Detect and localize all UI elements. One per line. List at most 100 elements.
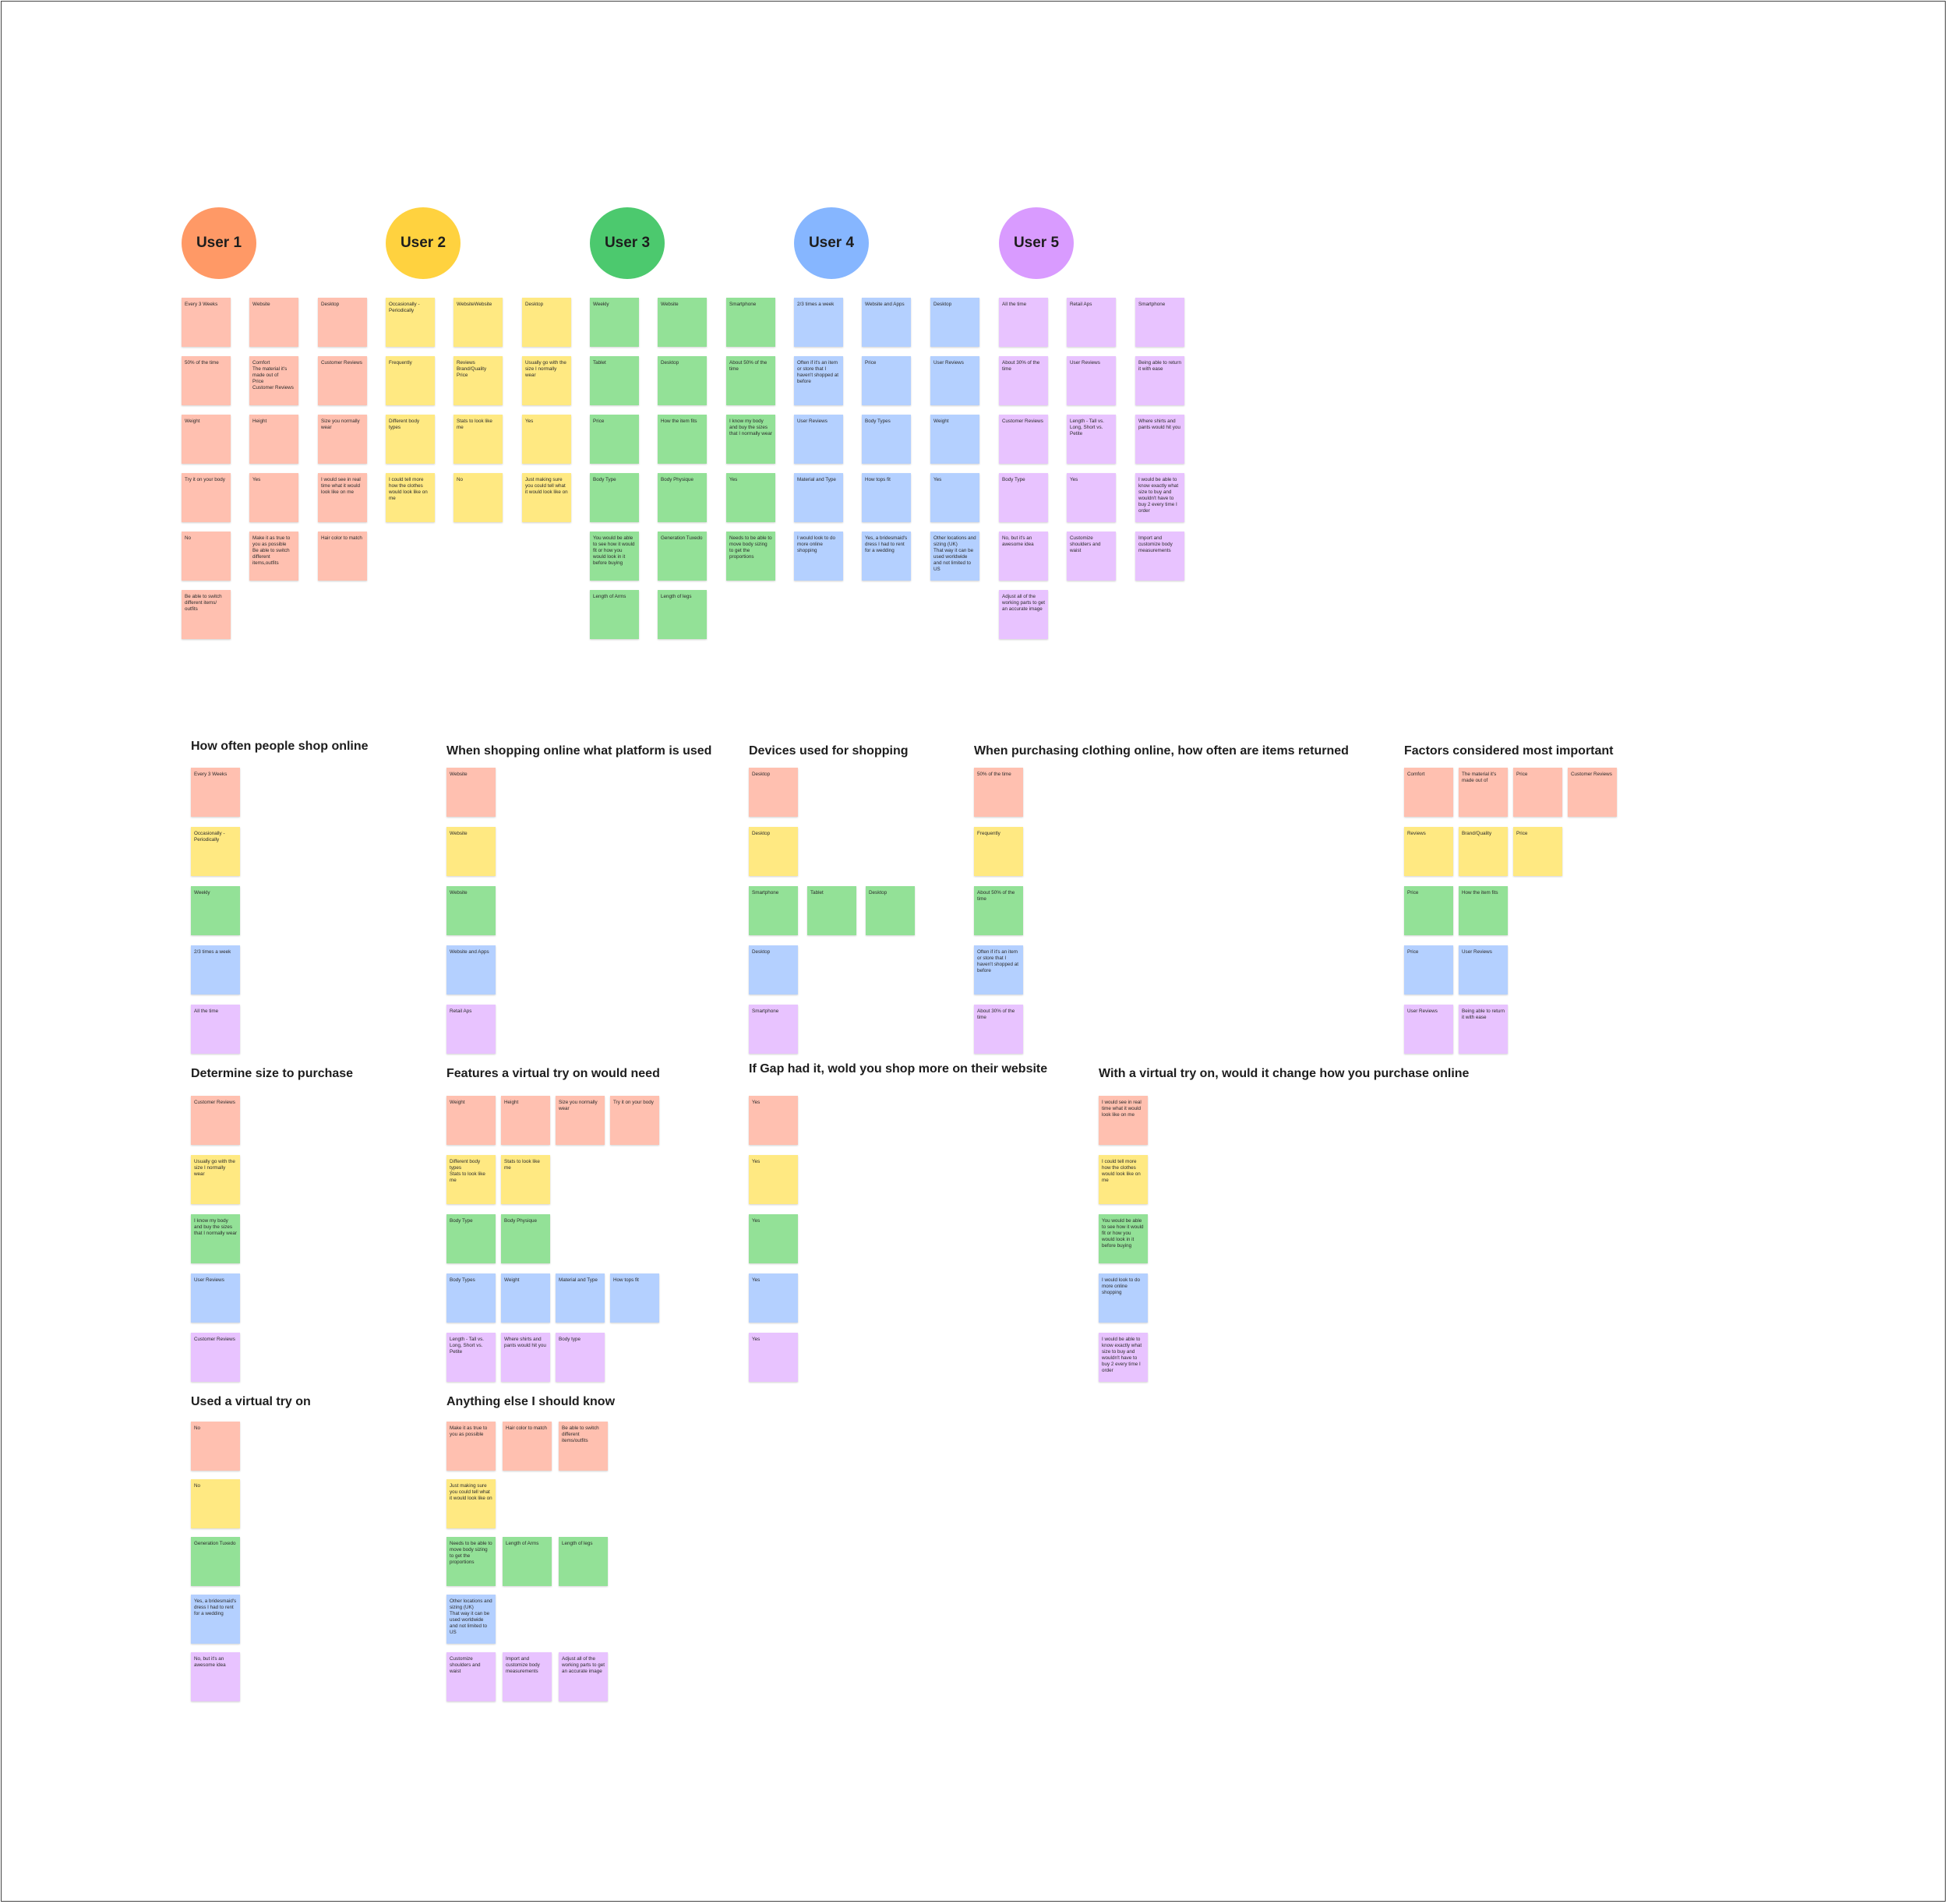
user-5-note[interactable]: Retail Aps (1067, 298, 1116, 347)
group-note[interactable]: Website (446, 886, 496, 935)
user-4-note[interactable]: Yes, a bridesmaid's dress I had to rent … (862, 532, 911, 581)
user-2-note[interactable]: Just making sure you could tell what it … (522, 473, 571, 522)
user-1-note[interactable]: Be able to switch different items/ outfi… (182, 590, 231, 639)
user-1-note[interactable]: Desktop (318, 298, 367, 347)
user-4-note[interactable]: Yes (930, 473, 979, 522)
group-note[interactable]: Website (446, 768, 496, 817)
group-note[interactable]: About 50% of the time (974, 886, 1023, 935)
user-3-badge[interactable]: User 3 (590, 207, 665, 279)
group-note[interactable]: Try it on your body (610, 1096, 659, 1145)
group-note[interactable]: The material it's made out of (1459, 768, 1508, 817)
group-note[interactable]: Price (1513, 768, 1562, 817)
group-note[interactable]: Price (1404, 886, 1453, 935)
group-note[interactable]: All the time (191, 1005, 240, 1054)
user-1-note[interactable]: No (182, 532, 231, 581)
user-5-note[interactable]: Yes (1067, 473, 1116, 522)
group-note[interactable]: Desktop (749, 768, 798, 817)
user-3-note[interactable]: Price (590, 415, 639, 464)
group-note[interactable]: Website and Apps (446, 945, 496, 994)
group-note[interactable]: Import and customize body measurements (503, 1652, 552, 1701)
user-1-note[interactable]: Yes (249, 473, 298, 522)
user-3-note[interactable]: Needs to be able to move body sizing to … (726, 532, 775, 581)
group-note[interactable]: Just making sure you could tell what it … (446, 1479, 496, 1528)
group-note[interactable]: Weight (446, 1096, 496, 1145)
group-note[interactable]: Desktop (749, 827, 798, 876)
user-1-note[interactable]: Try it on your body (182, 473, 231, 522)
group-note[interactable]: Stats to look like me (501, 1155, 550, 1204)
user-2-note[interactable]: Stats to look like me (453, 415, 503, 464)
user-3-note[interactable]: Desktop (658, 356, 707, 405)
group-note[interactable]: Reviews (1404, 827, 1453, 876)
group-note[interactable]: Yes (749, 1214, 798, 1263)
user-4-note[interactable]: Weight (930, 415, 979, 464)
user-3-note[interactable]: Length of legs (658, 590, 707, 639)
user-1-note[interactable]: Every 3 Weeks (182, 298, 231, 347)
group-note[interactable]: No, but it's an awesome idea (191, 1652, 240, 1701)
user-5-note[interactable]: Customize shoulders and waist (1067, 532, 1116, 581)
group-note[interactable]: Yes (749, 1333, 798, 1382)
user-3-note[interactable]: How the item fits (658, 415, 707, 464)
user-5-note[interactable]: Where shirts and pants would hit you (1135, 415, 1184, 464)
group-note[interactable]: Size you normally wear (556, 1096, 605, 1145)
group-note[interactable]: Length of legs (559, 1537, 608, 1586)
group-note[interactable]: Comfort (1404, 768, 1453, 817)
group-note[interactable]: Price (1404, 945, 1453, 994)
user-3-note[interactable]: Generation Tuxedo (658, 532, 707, 581)
group-note[interactable]: Other locations and sizing (UK) That way… (446, 1595, 496, 1644)
group-note[interactable]: Generation Tuxedo (191, 1537, 240, 1586)
user-2-note[interactable]: Yes (522, 415, 571, 464)
group-note[interactable]: Retail Aps (446, 1005, 496, 1054)
group-note[interactable]: Be able to switch different items/outfit… (559, 1422, 608, 1471)
user-1-note[interactable]: 50% of the time (182, 356, 231, 405)
group-note[interactable]: Length of Arms (503, 1537, 552, 1586)
user-4-note[interactable]: How tops fit (862, 473, 911, 522)
group-note[interactable]: Customize shoulders and waist (446, 1652, 496, 1701)
user-4-note[interactable]: Often if it's an item or store that I ha… (794, 356, 843, 405)
group-note[interactable]: Customer Reviews (1568, 768, 1617, 817)
group-note[interactable]: Yes (749, 1096, 798, 1145)
user-2-badge[interactable]: User 2 (386, 207, 461, 279)
user-4-badge[interactable]: User 4 (794, 207, 869, 279)
group-note[interactable]: Website (446, 827, 496, 876)
group-note[interactable]: Price (1513, 827, 1562, 876)
user-5-note[interactable]: No, but it's an awesome idea (999, 532, 1048, 581)
user-3-note[interactable]: Yes (726, 473, 775, 522)
user-2-note[interactable]: Usually go with the size I normally wear (522, 356, 571, 405)
group-note[interactable]: Body Physique (501, 1214, 550, 1263)
group-note[interactable]: Brand/Quality (1459, 827, 1508, 876)
group-note[interactable]: Customer Reviews (191, 1333, 240, 1382)
user-3-note[interactable]: You would be able to see how it would fi… (590, 532, 639, 581)
user-2-note[interactable]: No (453, 473, 503, 522)
group-note[interactable]: Body Types (446, 1273, 496, 1323)
group-note[interactable]: How tops fit (610, 1273, 659, 1323)
group-note[interactable]: Desktop (749, 945, 798, 994)
user-1-note[interactable]: Comfort The material it's made out of Pr… (249, 356, 298, 405)
user-5-note[interactable]: Customer Reviews (999, 415, 1048, 464)
user-3-note[interactable]: Length of Arms (590, 590, 639, 639)
user-1-note[interactable]: Weight (182, 415, 231, 464)
user-2-note[interactable]: Frequently (386, 356, 435, 405)
user-1-note[interactable]: Make it as true to you as possible Be ab… (249, 532, 298, 581)
user-2-note[interactable]: Different body types (386, 415, 435, 464)
group-note[interactable]: I would look to do more online shopping (1099, 1273, 1148, 1323)
user-1-note[interactable]: Customer Reviews (318, 356, 367, 405)
group-note[interactable]: Weekly (191, 886, 240, 935)
group-note[interactable]: How the item fits (1459, 886, 1508, 935)
user-5-note[interactable]: Import and customize body measurements (1135, 532, 1184, 581)
group-note[interactable]: I would be able to know exactly what siz… (1099, 1333, 1148, 1382)
user-2-note[interactable]: Occasionally - Periodically (386, 298, 435, 347)
group-note[interactable]: Length - Tall vs. Long, Short vs. Petite (446, 1333, 496, 1382)
group-note[interactable]: Occasionally - Periodically (191, 827, 240, 876)
user-5-badge[interactable]: User 5 (999, 207, 1074, 279)
user-1-note[interactable]: Hair color to match (318, 532, 367, 581)
user-4-note[interactable]: Material and Type (794, 473, 843, 522)
user-4-note[interactable]: I would look to do more online shopping (794, 532, 843, 581)
user-5-note[interactable]: All the time (999, 298, 1048, 347)
group-note[interactable]: I could tell more how the clothes would … (1099, 1155, 1148, 1204)
user-5-note[interactable]: Being able to return it with ease (1135, 356, 1184, 405)
group-note[interactable]: Height (501, 1096, 550, 1145)
group-note[interactable]: User Reviews (1404, 1005, 1453, 1054)
group-note[interactable]: Hair color to match (503, 1422, 552, 1471)
user-5-note[interactable]: User Reviews (1067, 356, 1116, 405)
user-2-note[interactable]: I could tell more how the clothes would … (386, 473, 435, 522)
